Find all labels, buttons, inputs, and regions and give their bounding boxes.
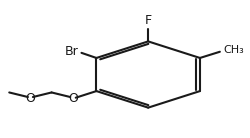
Text: O: O: [68, 92, 78, 105]
Text: Br: Br: [65, 45, 79, 58]
Text: F: F: [144, 14, 152, 27]
Text: O: O: [26, 92, 35, 105]
Text: CH₃: CH₃: [224, 45, 244, 55]
